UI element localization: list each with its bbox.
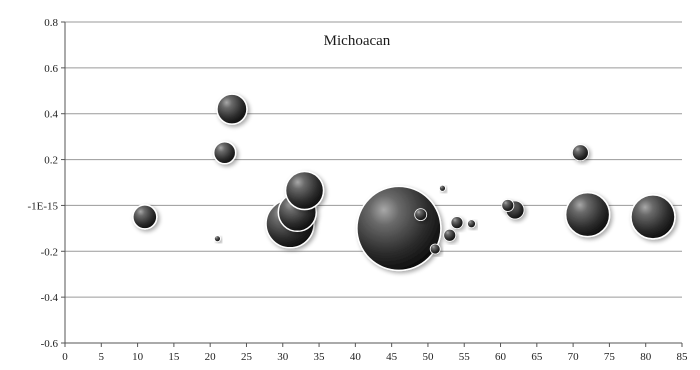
y-tick-label: 0.4 [44, 109, 58, 121]
x-tick-label: 70 [568, 351, 580, 363]
bubble-point [414, 208, 428, 222]
x-tick-label: 40 [350, 351, 362, 363]
bubble-point [216, 93, 248, 125]
y-tick-label: -0.4 [41, 292, 59, 304]
bubble-point [450, 216, 464, 230]
x-tick-label: 20 [205, 351, 217, 363]
x-tick-label: 5 [99, 351, 105, 363]
x-tick-label: 65 [531, 351, 543, 363]
grid-lines [65, 21, 682, 344]
bubble-point [284, 170, 325, 211]
bubble-point [132, 204, 158, 230]
x-tick-label: 45 [386, 351, 398, 363]
bubble-point [429, 243, 441, 255]
bubble-point [212, 140, 237, 165]
x-tick-label: 55 [459, 351, 471, 363]
y-tick-label: 0.2 [44, 155, 58, 167]
y-tick-label: 0.8 [44, 17, 58, 29]
x-tick-label: 80 [640, 351, 652, 363]
bubble-point [630, 194, 676, 240]
x-tick-label: 0 [62, 351, 68, 363]
y-tick-label: -1E-15 [27, 200, 58, 212]
bubble-point [439, 184, 446, 192]
bubble-point [467, 219, 476, 229]
x-tick-labels: 0 5 10 15 20 25 30 35 40 45 50 55 60 65 70 75 80 85 [62, 351, 688, 363]
bubble-point [564, 191, 611, 238]
y-tick-labels: 0.8 0.6 0.4 0.2 -1E-15 -0.2 -0.4 -0.6 [27, 17, 58, 350]
x-tick-label: 50 [422, 351, 434, 363]
bubble-point [571, 144, 589, 162]
x-tick-label: 75 [604, 351, 616, 363]
bubble-point [443, 228, 457, 242]
bubble-point [356, 185, 442, 272]
x-tick-label: 30 [277, 351, 289, 363]
chart-title: Michoacan [324, 33, 391, 49]
x-tick-label: 35 [314, 351, 326, 363]
bubble-series [132, 93, 676, 272]
x-tick-label: 60 [495, 351, 507, 363]
axes [61, 21, 683, 347]
x-tick-label: 85 [677, 351, 689, 363]
y-tick-label: -0.6 [41, 338, 59, 350]
bubble-point [214, 235, 221, 243]
x-tick-label: 15 [168, 351, 180, 363]
bubble-point [501, 199, 515, 212]
y-tick-label: -0.2 [41, 246, 58, 258]
y-tick-label: 0.6 [44, 63, 58, 75]
x-tick-label: 25 [241, 351, 253, 363]
x-tick-label: 10 [132, 351, 144, 363]
